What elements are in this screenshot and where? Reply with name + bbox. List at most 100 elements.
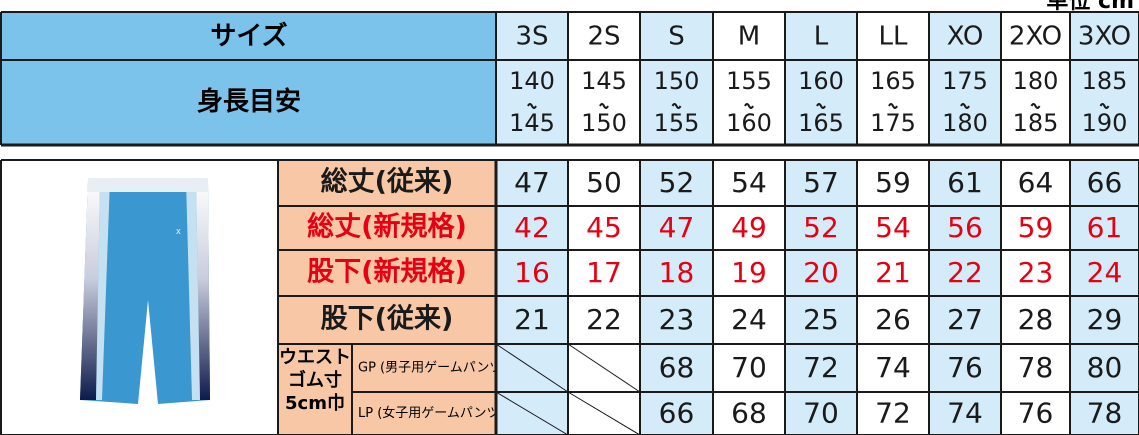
value: 47: [514, 166, 550, 199]
waist-label: ゴム寸: [288, 369, 342, 391]
row-label: 股下(従来): [321, 304, 454, 335]
value: 25: [803, 303, 839, 336]
value-cell: [640, 250, 713, 296]
unit-label: 単位 cm: [1046, 0, 1134, 14]
size-label: M: [738, 22, 760, 52]
value-cell: [713, 206, 785, 250]
tilde: [816, 103, 826, 109]
value: 68: [731, 397, 767, 430]
size-label: XO: [947, 22, 984, 52]
value-cell: [496, 206, 568, 250]
height-from: 175: [942, 67, 988, 95]
height-to: 165: [798, 109, 844, 137]
value: 76: [1018, 397, 1054, 430]
value-cell: [496, 296, 568, 344]
value-cell: [857, 206, 929, 250]
tilde: [671, 103, 682, 109]
value: 22: [586, 303, 622, 336]
value-cell: [1070, 206, 1139, 250]
value-cell: [568, 160, 640, 206]
tilde: [960, 103, 970, 109]
value-cell: [857, 392, 929, 435]
tilde: [527, 103, 537, 109]
value: 80: [1087, 351, 1123, 384]
height-from: 155: [726, 67, 772, 95]
size-label: 2XO: [1009, 22, 1062, 52]
value: 78: [1018, 351, 1054, 384]
value: 50: [586, 166, 622, 199]
height-from: 165: [870, 67, 916, 95]
value: 28: [1018, 303, 1054, 336]
row-label: 股下(新規格): [307, 256, 467, 288]
value: 70: [731, 351, 767, 384]
value-cell: [1070, 392, 1139, 435]
waist-row-label: LP (女子用ゲームパンツ): [358, 405, 505, 421]
value: 23: [659, 303, 695, 336]
value: 76: [947, 351, 983, 384]
value: 16: [514, 256, 550, 289]
size-label: LL: [879, 22, 908, 52]
tilde: [599, 103, 609, 109]
value: 24: [731, 303, 767, 336]
size-label: L: [814, 22, 829, 52]
value-cell: [929, 250, 1001, 296]
value: 59: [875, 166, 911, 199]
cell-border: [567, 343, 641, 393]
value-cell: [857, 344, 929, 392]
size-cell: [568, 12, 640, 145]
value: 27: [947, 303, 983, 336]
value-cell: [568, 206, 640, 250]
cell-border: [567, 391, 641, 435]
value: 56: [947, 211, 983, 244]
size-label: S: [668, 22, 685, 52]
value-cell: [1001, 392, 1070, 435]
height-to: 175: [870, 109, 916, 137]
value-cell: [1070, 344, 1139, 392]
value: 72: [803, 351, 839, 384]
value-cell: [785, 206, 857, 250]
size-cell: [640, 12, 713, 145]
value-cell: [857, 296, 929, 344]
size-header: サイズ: [210, 21, 287, 52]
value: 42: [514, 211, 550, 244]
size-cell: [785, 12, 857, 145]
value-cell: [568, 296, 640, 344]
value-cell: [496, 160, 568, 206]
value: 20: [803, 256, 839, 289]
cell-border: [495, 391, 569, 435]
value: 59: [1018, 211, 1054, 244]
value: 78: [1087, 397, 1123, 430]
value: 70: [803, 397, 839, 430]
value: 29: [1087, 303, 1123, 336]
value-cell: [640, 160, 713, 206]
tilde: [1030, 103, 1041, 109]
height-to: 155: [654, 109, 700, 137]
size-label: 2S: [587, 22, 620, 52]
value-cell: [640, 344, 713, 392]
value-cell: [857, 160, 929, 206]
value: 45: [586, 211, 622, 244]
height-from: 160: [798, 67, 844, 95]
value-cell: [929, 392, 1001, 435]
value-cell: [640, 296, 713, 344]
height-from: 150: [654, 67, 700, 95]
value: 19: [731, 256, 767, 289]
value-cell: [640, 206, 713, 250]
value-cell: [785, 296, 857, 344]
value-cell: [1070, 250, 1139, 296]
header-cell: [2, 12, 496, 145]
tilde: [744, 103, 754, 109]
size-cell: [929, 12, 1001, 145]
value: 23: [1018, 256, 1054, 289]
value: 57: [803, 166, 839, 199]
value: 72: [875, 397, 911, 430]
value-cell: [1001, 344, 1070, 392]
value-cell: [568, 250, 640, 296]
height-to: 190: [1082, 109, 1128, 137]
value: 68: [659, 351, 695, 384]
value: 21: [514, 303, 550, 336]
value-cell: [1001, 296, 1070, 344]
height-to: 150: [581, 109, 627, 137]
value-cell: [785, 250, 857, 296]
height-header: 身長目安: [197, 86, 301, 117]
